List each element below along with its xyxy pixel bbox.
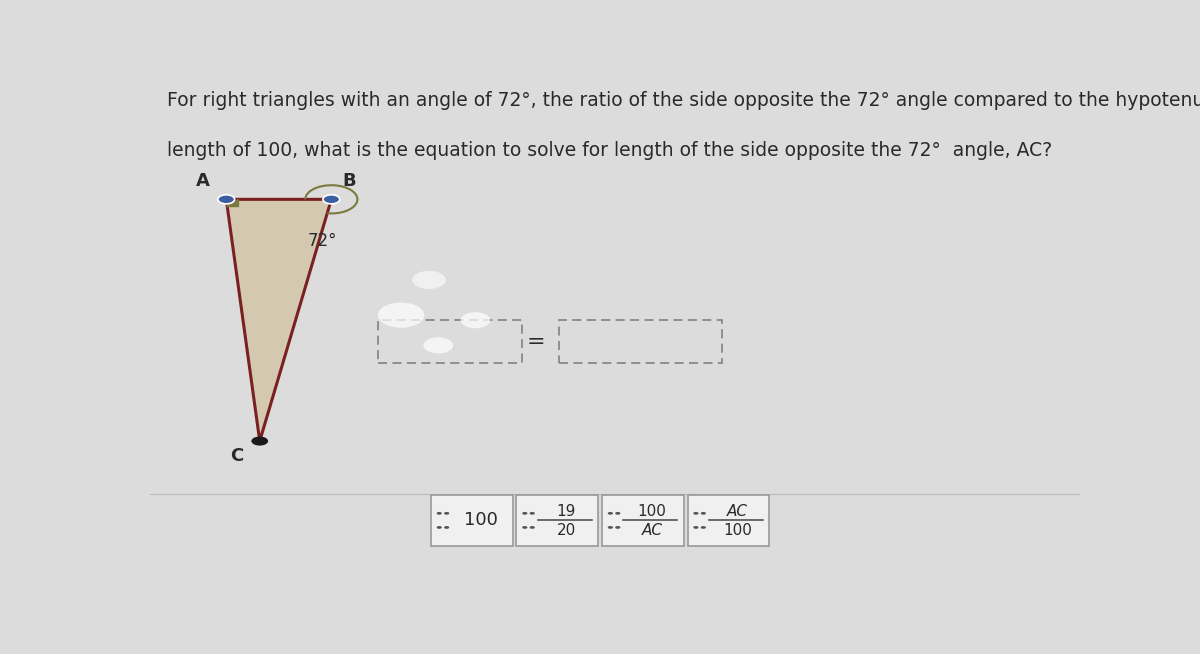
Text: For right triangles with an angle of 72°, the ratio of the side opposite the 72°: For right triangles with an angle of 72°… bbox=[167, 91, 1200, 110]
Circle shape bbox=[694, 512, 698, 515]
Circle shape bbox=[437, 512, 442, 515]
Text: 100: 100 bbox=[637, 504, 666, 519]
Text: 19: 19 bbox=[557, 504, 576, 519]
Circle shape bbox=[218, 195, 235, 204]
Text: AC: AC bbox=[642, 523, 662, 538]
Circle shape bbox=[607, 526, 613, 529]
Circle shape bbox=[413, 271, 445, 289]
Polygon shape bbox=[227, 199, 239, 206]
Circle shape bbox=[701, 526, 706, 529]
Circle shape bbox=[701, 512, 706, 515]
Circle shape bbox=[529, 526, 535, 529]
Circle shape bbox=[529, 512, 535, 515]
Circle shape bbox=[437, 526, 442, 529]
Circle shape bbox=[424, 337, 454, 353]
FancyBboxPatch shape bbox=[602, 495, 684, 546]
Circle shape bbox=[616, 526, 620, 529]
Circle shape bbox=[444, 512, 449, 515]
Text: B: B bbox=[342, 172, 356, 190]
Text: 20: 20 bbox=[557, 523, 576, 538]
FancyBboxPatch shape bbox=[688, 495, 769, 546]
Text: 100: 100 bbox=[724, 523, 752, 538]
Text: 72°: 72° bbox=[308, 232, 337, 250]
Circle shape bbox=[251, 436, 268, 445]
FancyBboxPatch shape bbox=[431, 495, 512, 546]
Text: =: = bbox=[527, 332, 545, 352]
Circle shape bbox=[444, 526, 449, 529]
Circle shape bbox=[378, 303, 425, 328]
Text: length of 100, what is the equation to solve for length of the side opposite the: length of 100, what is the equation to s… bbox=[167, 141, 1052, 160]
FancyBboxPatch shape bbox=[516, 495, 599, 546]
Circle shape bbox=[616, 512, 620, 515]
Text: 100: 100 bbox=[464, 511, 498, 529]
Circle shape bbox=[522, 526, 527, 529]
Circle shape bbox=[461, 312, 491, 328]
Circle shape bbox=[607, 512, 613, 515]
Text: AC: AC bbox=[727, 504, 748, 519]
Text: A: A bbox=[196, 172, 210, 190]
Polygon shape bbox=[227, 199, 331, 441]
Circle shape bbox=[694, 526, 698, 529]
Circle shape bbox=[323, 195, 340, 204]
Circle shape bbox=[522, 512, 527, 515]
Text: C: C bbox=[229, 447, 242, 465]
